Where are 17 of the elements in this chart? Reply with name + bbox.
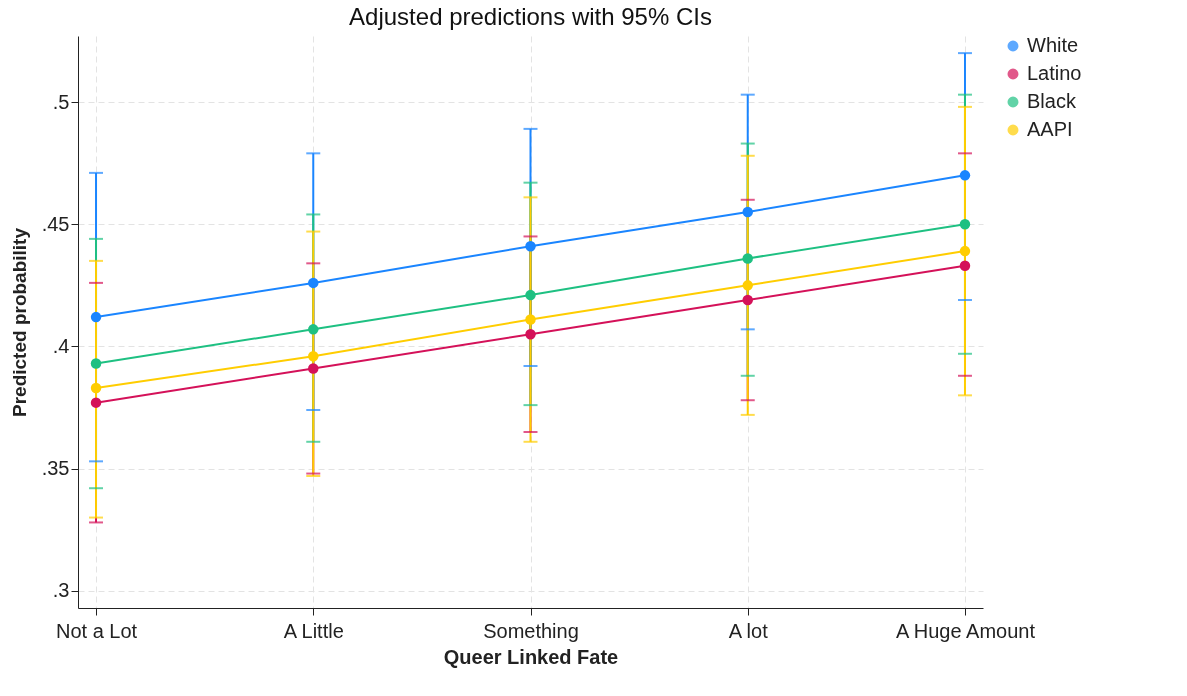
y-tick-label: .5 (52, 90, 70, 113)
x-axis-title: Queer Linked Fate (443, 645, 619, 668)
y-tick-label: .35 (41, 457, 70, 480)
x-tick-label: A Huge Amount (895, 619, 1036, 642)
y-tick-label: .45 (41, 212, 70, 235)
legend-label: Latino (1027, 62, 1082, 84)
x-tick-label: Something (483, 619, 579, 642)
y-tick-label: .3 (52, 579, 70, 602)
y-tick-label: .4 (52, 334, 70, 357)
x-tick-label: A Little (283, 619, 344, 642)
legend-label: White (1027, 34, 1079, 56)
legend-label: Black (1027, 90, 1077, 112)
legend-label: AAPI (1027, 118, 1073, 140)
chart-title: Adjusted predictions with 95% CIs (349, 3, 712, 30)
x-tick-label: A lot (728, 619, 769, 642)
y-axis-title: Predicted probability (8, 227, 30, 417)
x-tick-label: Not a Lot (55, 619, 138, 642)
